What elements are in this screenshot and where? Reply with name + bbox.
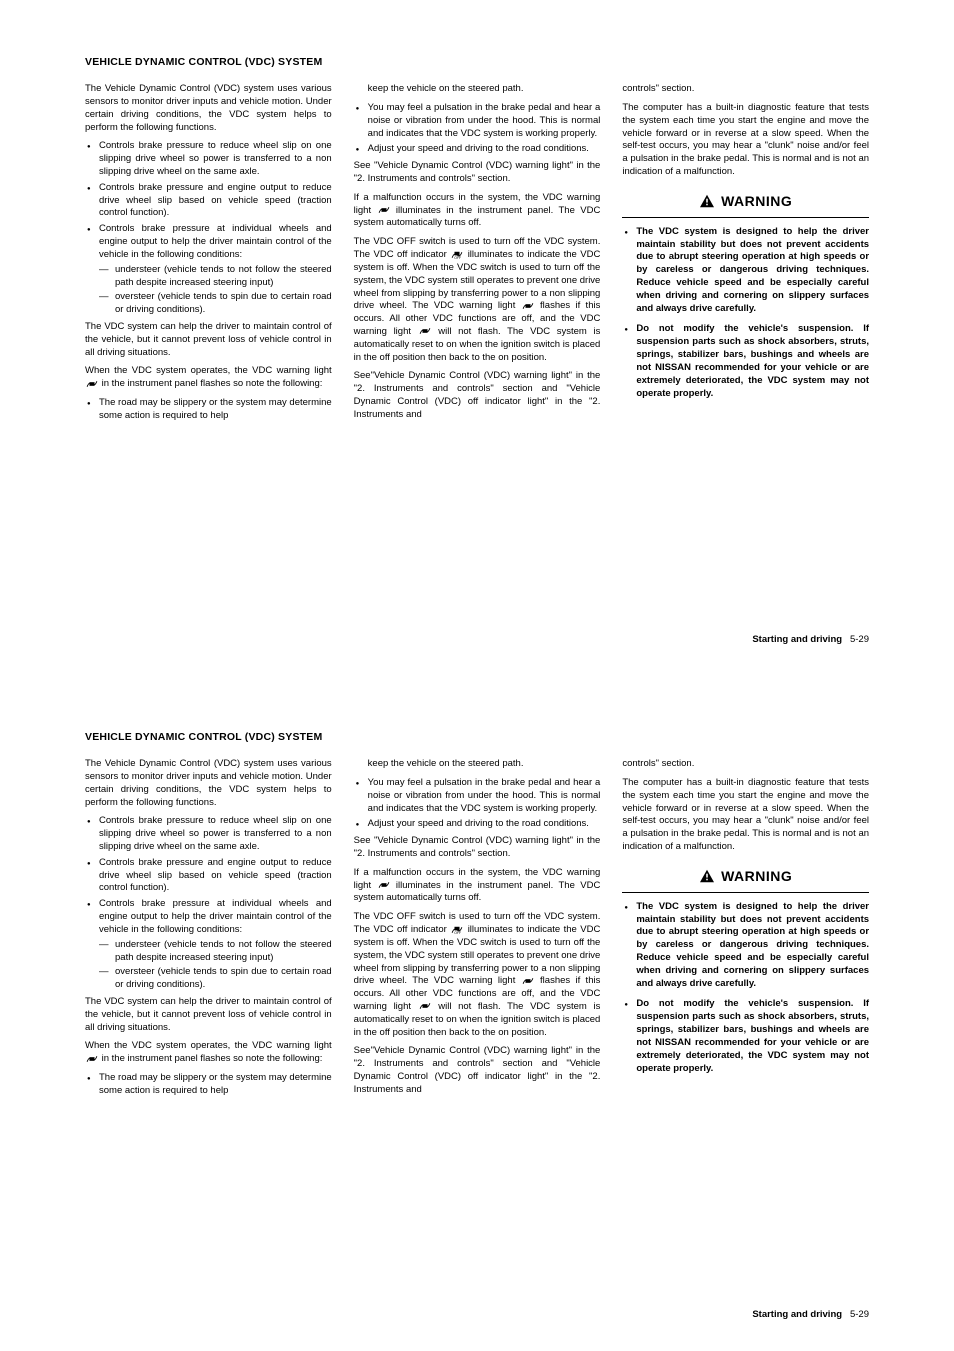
bullet-item: The road may be slippery or the system m… [85,1072,332,1098]
bullet-item: Controls brake pressure and engine outpu… [85,182,332,220]
vdc-warning-icon [418,326,432,336]
body-paragraph: The VDC system can help the driver to ma… [85,996,332,1034]
bullet-item: The road may be slippery or the system m… [85,397,332,423]
column-layout: The Vehicle Dynamic Control (VDC) system… [85,758,869,1103]
vdc-off-icon [450,250,464,260]
dash-item: oversteer (vehicle tends to spin due to … [99,291,332,317]
warning-header: WARNING [622,864,869,893]
warning-box: WARNING The VDC system is designed to he… [622,864,869,1075]
body-paragraph: If a malfunction occurs in the system, t… [354,867,601,905]
body-paragraph: See "Vehicle Dynamic Control (VDC) warni… [354,160,601,186]
section-title: VEHICLE DYNAMIC CONTROL (VDC) SYSTEM [85,55,869,69]
footer-section: Starting and driving [752,634,842,645]
body-paragraph: If a malfunction occurs in the system, t… [354,192,601,230]
continuation-text: keep the vehicle on the steered path. [354,758,601,771]
dash-item: understeer (vehicle tends to not follow … [99,264,332,290]
vdc-warning-icon [85,1054,99,1064]
warning-item: The VDC system is designed to help the d… [622,226,869,316]
intro-paragraph: The Vehicle Dynamic Control (VDC) system… [85,758,332,809]
footer-page: 5-29 [850,634,869,645]
column-1: The Vehicle Dynamic Control (VDC) system… [85,83,332,428]
body-paragraph: The VDC system can help the driver to ma… [85,321,332,359]
footer-section: Starting and driving [752,1309,842,1320]
warning-triangle-icon [699,869,715,883]
warning-item: Do not modify the vehicle's suspension. … [622,323,869,400]
bullet-item: Controls brake pressure at individual wh… [85,223,332,317]
vdc-warning-icon [521,301,535,311]
manual-page: VEHICLE DYNAMIC CONTROL (VDC) SYSTEM The… [0,675,954,1350]
bullet-item: Controls brake pressure to reduce wheel … [85,815,332,853]
vdc-warning-icon [521,976,535,986]
dash-item: understeer (vehicle tends to not follow … [99,939,332,965]
body-paragraph: The computer has a built-in diagnostic f… [622,102,869,179]
body-paragraph: The VDC OFF switch is used to turn off t… [354,236,601,364]
body-paragraph: When the VDC system operates, the VDC wa… [85,365,332,391]
warning-box: WARNING The VDC system is designed to he… [622,189,869,400]
warning-item: The VDC system is designed to help the d… [622,901,869,991]
manual-page: VEHICLE DYNAMIC CONTROL (VDC) SYSTEM The… [0,0,954,675]
warning-item: Do not modify the vehicle's suspension. … [622,998,869,1075]
warning-header: WARNING [622,189,869,218]
section-title: VEHICLE DYNAMIC CONTROL (VDC) SYSTEM [85,730,869,744]
column-3: controls" section. The computer has a bu… [622,83,869,428]
vdc-warning-icon [377,880,391,890]
body-paragraph: See "Vehicle Dynamic Control (VDC) warni… [354,835,601,861]
bullet-text: Controls brake pressure at individual wh… [99,898,332,935]
vdc-warning-icon [85,379,99,389]
intro-paragraph: The Vehicle Dynamic Control (VDC) system… [85,83,332,134]
body-paragraph: See"Vehicle Dynamic Control (VDC) warnin… [354,370,601,421]
bullet-item: You may feel a pulsation in the brake pe… [354,777,601,815]
body-paragraph: When the VDC system operates, the VDC wa… [85,1040,332,1066]
bullet-item: Adjust your speed and driving to the roa… [354,818,601,831]
warning-title: WARNING [721,867,792,886]
bullet-text: Controls brake pressure at individual wh… [99,223,332,260]
column-3: controls" section. The computer has a bu… [622,758,869,1103]
continuation-text: controls" section. [622,83,869,96]
warning-title: WARNING [721,192,792,211]
page-footer: Starting and driving 5-29 [752,1309,869,1322]
bullet-item: Adjust your speed and driving to the roa… [354,143,601,156]
vdc-warning-icon [377,205,391,215]
bullet-item: Controls brake pressure at individual wh… [85,898,332,992]
dash-item: oversteer (vehicle tends to spin due to … [99,966,332,992]
page-footer: Starting and driving 5-29 [752,634,869,647]
vdc-off-icon [450,925,464,935]
column-2: keep the vehicle on the steered path. Yo… [354,758,601,1103]
footer-page: 5-29 [850,1309,869,1320]
body-paragraph: See"Vehicle Dynamic Control (VDC) warnin… [354,1045,601,1096]
bullet-item: Controls brake pressure and engine outpu… [85,857,332,895]
body-paragraph: The VDC OFF switch is used to turn off t… [354,911,601,1039]
column-layout: The Vehicle Dynamic Control (VDC) system… [85,83,869,428]
bullet-item: You may feel a pulsation in the brake pe… [354,102,601,140]
vdc-warning-icon [418,1001,432,1011]
warning-triangle-icon [699,194,715,208]
body-paragraph: The computer has a built-in diagnostic f… [622,777,869,854]
continuation-text: controls" section. [622,758,869,771]
continuation-text: keep the vehicle on the steered path. [354,83,601,96]
bullet-item: Controls brake pressure to reduce wheel … [85,140,332,178]
column-1: The Vehicle Dynamic Control (VDC) system… [85,758,332,1103]
column-2: keep the vehicle on the steered path. Yo… [354,83,601,428]
